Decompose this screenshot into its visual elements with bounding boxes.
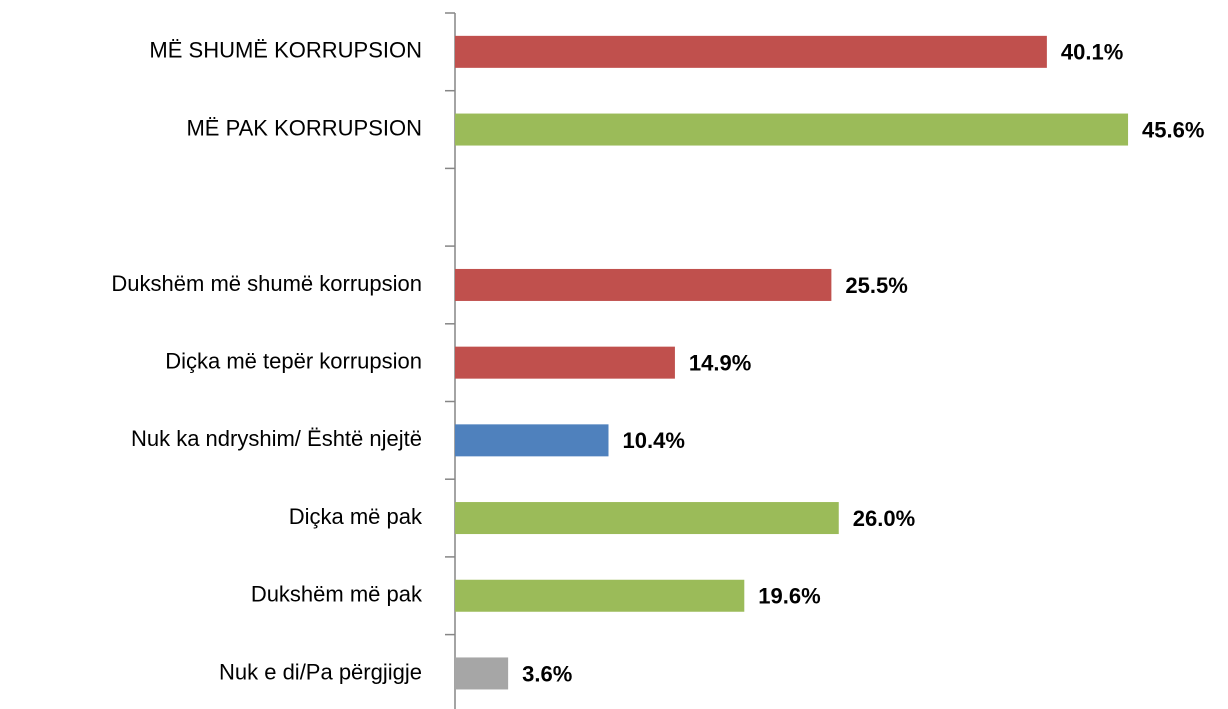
category-label: Diçka më pak: [289, 504, 423, 529]
category-label: Nuk ka ndryshim/ Është njejtë: [131, 426, 422, 451]
bar: [455, 268, 832, 301]
category-label: Nuk e di/Pa përgjigje: [219, 659, 422, 684]
value-label: 10.4%: [623, 428, 685, 453]
bar: [455, 35, 1047, 68]
bar: [455, 579, 745, 612]
category-label: Diçka më tepër korrupsion: [165, 348, 422, 373]
value-label: 25.5%: [845, 273, 907, 298]
bar: [455, 424, 609, 457]
bar: [455, 657, 509, 690]
category-label: Dukshëm më shumë korrupsion: [111, 271, 422, 296]
bar: [455, 502, 839, 535]
category-label: Dukshëm më pak: [251, 582, 423, 607]
value-label: 45.6%: [1142, 117, 1204, 142]
value-label: 40.1%: [1061, 40, 1123, 65]
value-label: 3.6%: [522, 661, 572, 686]
value-label: 26.0%: [853, 506, 915, 531]
value-label: 14.9%: [689, 350, 751, 375]
bar: [455, 113, 1129, 146]
category-label: MË PAK KORRUPSION: [186, 115, 422, 140]
category-label: MË SHUMË KORRUPSION: [149, 38, 422, 63]
value-label: 19.6%: [758, 584, 820, 609]
bar: [455, 346, 675, 379]
